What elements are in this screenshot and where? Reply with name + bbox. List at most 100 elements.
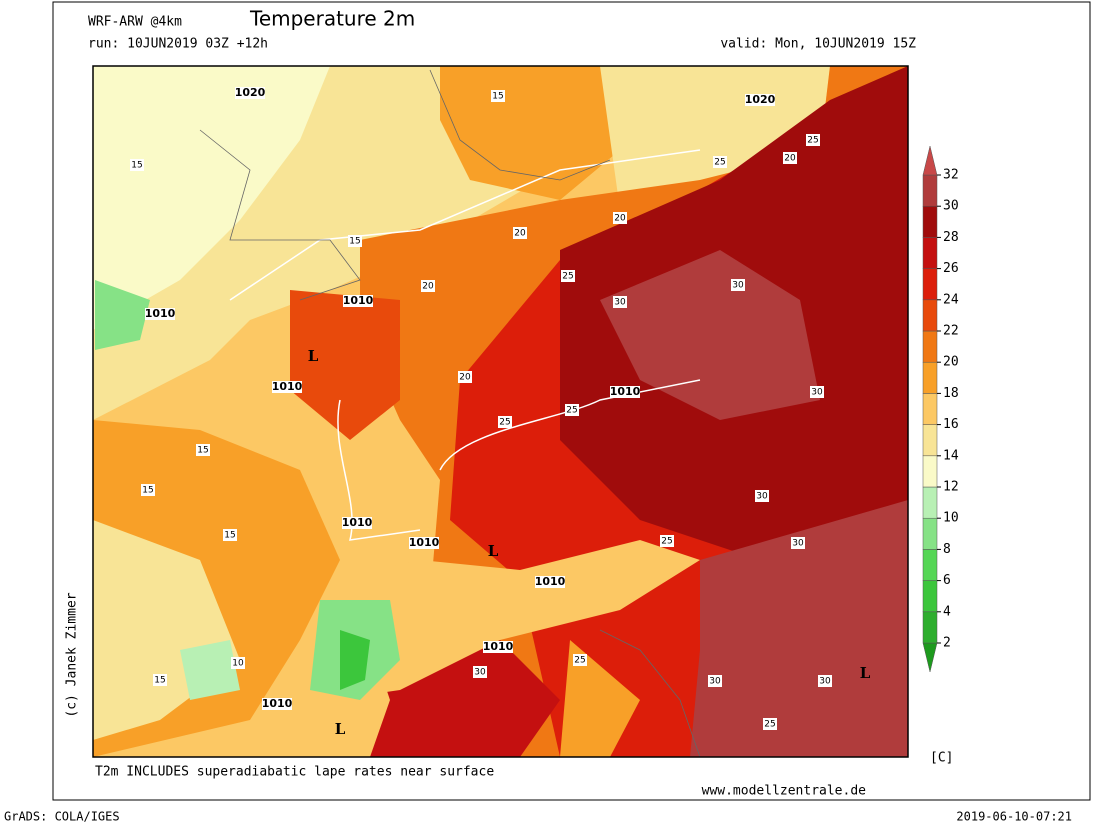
isobar-label: 1010 bbox=[262, 697, 293, 710]
label-box bbox=[421, 280, 435, 292]
isobar-label: 1010 bbox=[145, 307, 176, 320]
isotherm-label: 25 bbox=[661, 537, 672, 547]
isotherm-label: 15 bbox=[224, 531, 235, 541]
label-box bbox=[409, 537, 439, 549]
map bbox=[93, 66, 908, 757]
label-box bbox=[783, 152, 797, 164]
colorbar-label: 26 bbox=[943, 261, 959, 276]
credit: (c) Janek Zimmer bbox=[65, 592, 80, 717]
colorbar-box bbox=[922, 205, 938, 238]
colorbar-arrow bbox=[922, 145, 938, 176]
isobar-label: 1010 bbox=[342, 516, 373, 529]
timestamp: 2019-06-10-07:21 bbox=[956, 810, 1072, 824]
label-box bbox=[763, 718, 777, 730]
colorbar-label: 22 bbox=[943, 324, 959, 339]
colorbar-arrow bbox=[922, 642, 938, 673]
label-box bbox=[483, 641, 513, 653]
label-box bbox=[231, 657, 245, 669]
colorbar-label: 2 bbox=[943, 636, 951, 651]
colorbar-label: 12 bbox=[943, 480, 959, 495]
isotherm-label: 25 bbox=[562, 272, 573, 282]
isotherm-label: 30 bbox=[474, 668, 486, 678]
isotherm-label: 25 bbox=[566, 406, 577, 416]
colorbar-box bbox=[922, 299, 938, 332]
software: GrADS: COLA/IGES bbox=[4, 810, 120, 824]
colorbar-label: 10 bbox=[943, 511, 959, 526]
isotherm-label: 15 bbox=[349, 237, 360, 247]
isotherm-label: 15 bbox=[154, 676, 165, 686]
isotherm-label: 20 bbox=[514, 229, 526, 239]
label-box bbox=[573, 654, 587, 666]
label-box bbox=[613, 212, 627, 224]
isotherm-label: 25 bbox=[714, 158, 725, 168]
colorbar-box bbox=[922, 486, 938, 519]
isobar-label: 1010 bbox=[272, 380, 303, 393]
isotherm-label: 30 bbox=[732, 281, 744, 291]
label-box bbox=[613, 296, 627, 308]
label-box bbox=[342, 517, 372, 529]
map-frame bbox=[92, 65, 909, 758]
isotherm-label: 30 bbox=[792, 539, 804, 549]
colorbar-box bbox=[922, 237, 938, 269]
low-marker: L bbox=[860, 664, 871, 682]
colorbar-box bbox=[922, 517, 938, 550]
note: T2m INCLUDES superadiabatic lape rates n… bbox=[95, 765, 494, 780]
label-box bbox=[610, 386, 640, 398]
colorbar-box bbox=[922, 361, 938, 394]
label-box bbox=[810, 386, 824, 398]
colorbar-box bbox=[922, 549, 938, 581]
isotherm-label: 20 bbox=[614, 214, 626, 224]
colorbar-box bbox=[922, 424, 938, 457]
colorbar-label: 18 bbox=[943, 386, 959, 401]
isobar-label: 1010 bbox=[409, 536, 440, 549]
isotherm-label: 20 bbox=[422, 282, 434, 292]
label-box bbox=[806, 134, 820, 146]
isotherm-label: 25 bbox=[574, 656, 585, 666]
label-box bbox=[791, 537, 805, 549]
label-box bbox=[223, 529, 237, 541]
isobar-label: 1010 bbox=[610, 385, 641, 398]
isotherm-label: 30 bbox=[819, 677, 831, 687]
model: WRF-ARW @4km bbox=[88, 15, 182, 30]
label-box bbox=[535, 576, 565, 588]
label-box bbox=[561, 270, 575, 282]
isotherm-label: 30 bbox=[756, 492, 768, 502]
label-box bbox=[235, 87, 265, 99]
colorbar-label: 24 bbox=[943, 292, 959, 307]
label-box bbox=[755, 490, 769, 502]
label-box bbox=[141, 484, 155, 496]
run: run: 10JUN2019 03Z +12h bbox=[88, 37, 268, 52]
colorbar-box bbox=[922, 580, 938, 613]
colorbar-label: 14 bbox=[943, 448, 959, 463]
label-box bbox=[708, 675, 722, 687]
label-box bbox=[153, 674, 167, 686]
label-box bbox=[473, 666, 487, 678]
colorbar-label: 20 bbox=[943, 355, 959, 370]
label-box bbox=[130, 159, 144, 171]
colorbar-label: 8 bbox=[943, 542, 951, 557]
label-box bbox=[348, 235, 362, 247]
isotherm-label: 15 bbox=[131, 161, 142, 171]
colorbar-label: 16 bbox=[943, 417, 959, 432]
isotherm-label: 20 bbox=[784, 154, 796, 164]
colorbar-label: 6 bbox=[943, 573, 951, 588]
unit: [C] bbox=[930, 751, 953, 766]
isotherm-label: 25 bbox=[499, 418, 510, 428]
isotherm-label: 30 bbox=[614, 298, 626, 308]
label-box bbox=[343, 295, 373, 307]
colorbar-box bbox=[922, 268, 938, 301]
label-box bbox=[818, 675, 832, 687]
label-box bbox=[660, 535, 674, 547]
label-box bbox=[565, 404, 579, 416]
isotherm-label: 15 bbox=[142, 486, 153, 496]
label-box bbox=[196, 444, 210, 456]
colorbar-label: 30 bbox=[943, 199, 959, 214]
isotherm-label: 15 bbox=[197, 446, 208, 456]
website: www.modellzentrale.de bbox=[702, 784, 867, 799]
isotherm-label: 20 bbox=[459, 373, 471, 383]
label-box bbox=[262, 698, 292, 710]
isotherm-label: 15 bbox=[492, 92, 503, 102]
low-marker: L bbox=[335, 720, 346, 738]
